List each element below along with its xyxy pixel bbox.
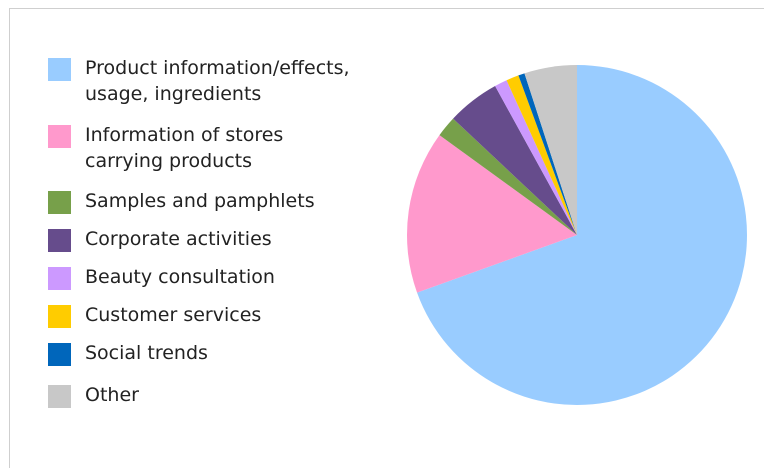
pie-slice-corporate-activities [453, 86, 577, 235]
pie-slice-information-of-stores [407, 135, 577, 293]
pie-chart [407, 65, 747, 406]
legend-label-product-information: Product information/effects, usage, ingr… [85, 57, 350, 105]
pie-slice-samples-and-pamphlets [439, 118, 577, 235]
legend-label-store-information: Information of stores carrying products [85, 124, 284, 172]
legend-label-corporate-activities: Corporate activities [85, 228, 272, 250]
legend-label-beauty-consultation: Beauty consultation [85, 266, 275, 288]
legend-swatch-corporate-activities [48, 229, 71, 252]
legend-swatch-beauty-consultation [48, 267, 71, 290]
legend-swatch-social-trends [48, 343, 71, 366]
legend-swatch-customer-services [48, 305, 71, 328]
legend-swatch-product-information [48, 58, 71, 81]
pie-slice-product-information-effects [417, 65, 747, 406]
legend-label-social-trends: Social trends [85, 342, 208, 364]
pie-slice-customer-services [506, 75, 577, 235]
legend-swatch-other [48, 385, 71, 408]
pie-slice-social-trends [518, 73, 577, 235]
legend-label-customer-services: Customer services [85, 304, 262, 326]
legend-label-other: Other [85, 384, 139, 406]
legend-swatch-store-information [48, 125, 71, 148]
legend-label-samples: Samples and pamphlets [85, 190, 315, 212]
pie-slice-beauty-consultation [495, 80, 577, 235]
pie-slice-other [524, 65, 577, 235]
legend-swatch-samples [48, 191, 71, 214]
